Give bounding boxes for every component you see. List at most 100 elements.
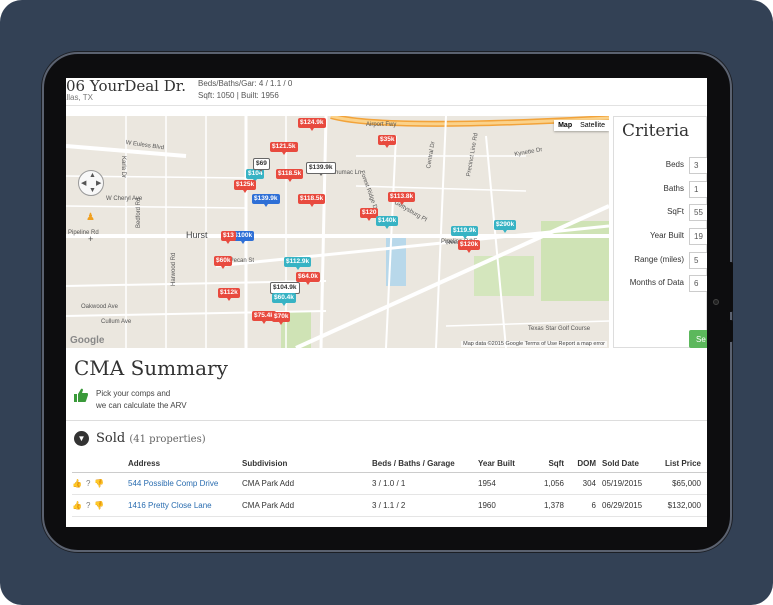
sqft-input[interactable] [689,204,707,221]
cma-summary-title: CMA Summary [74,356,228,380]
map-pin[interactable]: $139.9k [306,162,336,176]
question-icon[interactable]: ? [85,500,91,510]
col-address[interactable]: Address [128,455,242,473]
criteria-year-built: Year Built [614,228,707,246]
criteria-panel: Criteria Beds Baths SqFt Year Built Rang… [613,116,707,348]
col-list-price[interactable]: List Price [664,455,707,473]
sold-section-title[interactable]: Sold (41 properties) [96,431,206,446]
map-pin[interactable]: $60k [214,256,233,269]
pan-right-icon[interactable]: ▶ [96,180,102,187]
cma-hint-line: we can calculate the ARV [96,401,187,410]
baths-input[interactable] [689,181,707,198]
address-link[interactable]: 544 Possible Comp Drive [128,478,219,488]
map-pin[interactable]: $120k [458,240,481,253]
map-pin[interactable]: $118.5k [298,194,326,207]
criteria-beds: Beds [614,157,707,175]
map-pin[interactable]: $70k [272,312,291,325]
zoom-in-icon[interactable]: + [88,234,94,244]
row-actions: 👍? 👎 [72,472,128,495]
col-year-built[interactable]: Year Built [478,455,532,473]
col-subdivision[interactable]: Subdivision [242,455,372,473]
address-cell: 1416 Pretty Close Lane [128,494,242,517]
address-link[interactable]: 1416 Pretty Close Lane [128,500,212,510]
tablet-side-button [727,320,733,342]
list-price-cell: $65,000 [664,472,707,495]
thumbs-down-icon[interactable]: 👎 [94,478,105,488]
criteria-title: Criteria [622,121,690,141]
thumbs-down-icon[interactable]: 👎 [94,500,105,510]
road-label: Schumac Ln [328,170,362,176]
map-pin[interactable]: $69 [253,158,270,172]
map-pin[interactable]: $35k [378,135,397,148]
map-pin[interactable]: $75.4k [252,311,276,324]
col-actions [72,455,128,473]
sold-title-text: Sold [96,431,126,446]
google-logo: Google [70,335,105,346]
criteria-label: Beds [665,160,684,169]
road-label: E Pecan St [224,258,255,264]
col-dom[interactable]: DOM [570,455,602,473]
range-input[interactable] [689,252,707,269]
map-pin[interactable]: $118.5k [276,169,304,182]
search-button[interactable]: Se [689,330,707,348]
question-icon[interactable]: ? [85,478,91,488]
table-row: 👍? 👎 1416 Pretty Close Lane CMA Park Add … [72,494,707,517]
map-pin[interactable]: $125k [234,180,257,193]
map-pin[interactable]: $112k [218,288,240,301]
tablet-side-button [727,262,733,312]
criteria-label: SqFt [667,207,684,216]
subdivision-cell: CMA Park Add [242,472,372,495]
street-view-pegman-icon[interactable]: ♟ [86,212,95,223]
subdivision-cell: CMA Park Add [242,494,372,517]
criteria-label: Range (miles) [634,255,684,264]
thumbs-up-icon [74,388,88,402]
road-label: W Cheryl Ave [106,196,143,202]
sqft-cell: 1,056 [532,472,570,495]
col-sqft[interactable]: Sqft [532,455,570,473]
bbg-cell: 3 / 1.1 / 2 [372,494,478,517]
map-pin[interactable]: $120 [360,208,379,221]
map-pan-control[interactable]: ▲ ▼ ◀ ▶ [78,170,104,196]
map-pin[interactable]: $60.4k [272,293,296,306]
map-pin[interactable]: $124.9k [298,118,326,131]
cma-hint-line: Pick your comps and [96,389,171,398]
map-type-satellite[interactable]: Satellite [580,122,605,129]
col-sold-date[interactable]: Sold Date [602,455,664,473]
map-roads [66,116,609,348]
map-pin[interactable]: $121.5k [270,142,298,155]
sold-count: (41 properties) [129,434,206,445]
table-row: 👍? 👎 544 Possible Comp Drive CMA Park Add… [72,472,707,495]
beds-baths-garage: Beds/Baths/Gar: 4 / 1.1 / 0 [198,79,293,88]
map-pin[interactable]: $13 [221,231,236,244]
col-beds-baths-garage[interactable]: Beds / Baths / Garage [372,455,478,473]
road-label: Texas Star Golf Course [528,326,591,332]
property-header: 06 YourDeal Dr. allas, TX Beds/Baths/Gar… [66,78,707,106]
address-cell: 544 Possible Comp Drive [128,472,242,495]
collapse-chevron-icon[interactable]: ▼ [74,431,89,446]
months-input[interactable] [689,275,707,292]
map-pin[interactable]: $113.8k [388,192,416,205]
beds-input[interactable] [689,157,707,174]
pan-up-icon[interactable]: ▲ [89,172,96,179]
map-pin[interactable]: $119.9k [451,226,479,239]
map-pin[interactable]: $64.0k [296,272,320,285]
sqft-cell: 1,378 [532,494,570,517]
comps-map[interactable]: Map Satellite ▲ ▼ ◀ ▶ ♟ + Google Map dat… [66,116,609,348]
sold-table: Address Subdivision Beds / Baths / Garag… [72,455,707,517]
app-screen: 06 YourDeal Dr. allas, TX Beds/Baths/Gar… [66,78,707,527]
thumbs-up-icon[interactable]: 👍 [72,478,82,488]
criteria-label: Year Built [650,231,684,240]
map-pin[interactable]: $139.9k [252,194,280,207]
map-type-map[interactable]: Map [558,122,573,129]
road-label: Cullum Ave [101,319,132,325]
map-pin[interactable]: $112.9k [284,257,312,270]
map-pin[interactable]: $100k [232,231,255,244]
thumbs-up-icon[interactable]: 👍 [72,500,82,510]
property-city: allas, TX [66,93,93,102]
year-built-input[interactable] [689,228,707,245]
pan-left-icon[interactable]: ◀ [81,180,87,187]
dom-cell: 304 [570,472,602,495]
pan-down-icon[interactable]: ▼ [89,187,96,194]
map-pin[interactable]: $290k [494,220,517,233]
map-pin[interactable]: $140k [376,216,399,229]
